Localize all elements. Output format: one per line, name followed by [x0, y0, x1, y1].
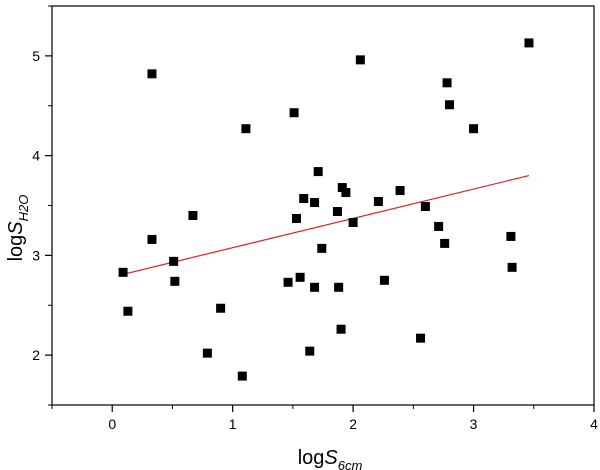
y-tick-label: 4: [32, 148, 40, 164]
data-point: [332, 206, 342, 216]
data-point: [469, 124, 479, 134]
data-point: [317, 243, 327, 253]
data-point: [305, 346, 315, 356]
data-point: [506, 231, 516, 241]
data-point: [169, 256, 179, 266]
data-point: [420, 201, 430, 211]
data-point: [348, 217, 358, 227]
fit-line: [122, 174, 530, 275]
data-point: [216, 303, 226, 313]
y-tick-label: 2: [32, 347, 40, 363]
y-axis-label-prefix: log: [5, 235, 27, 262]
data-point: [188, 210, 198, 220]
data-point: [170, 276, 180, 286]
data-point: [295, 272, 305, 282]
data-point: [440, 238, 450, 248]
y-tick-label: 5: [32, 48, 40, 64]
data-point: [395, 186, 405, 196]
y-axis-label-symbol: S: [5, 221, 27, 235]
data-point: [355, 55, 365, 65]
data-point: [373, 197, 383, 207]
data-point: [299, 194, 309, 204]
data-point: [444, 100, 454, 110]
data-point: [147, 234, 157, 244]
data-point: [379, 275, 389, 285]
data-point: [336, 324, 346, 334]
data-point: [416, 333, 426, 343]
x-tick-label: 2: [349, 416, 357, 432]
fit-line-group: [122, 174, 530, 275]
data-point: [341, 188, 351, 198]
data-point: [283, 277, 293, 287]
data-point: [507, 262, 517, 272]
data-point: [434, 221, 444, 231]
data-points: [118, 38, 534, 381]
x-tick-label: 1: [229, 416, 237, 432]
data-point: [147, 69, 157, 79]
data-point: [442, 78, 452, 88]
y-tick-label: 3: [32, 247, 40, 263]
data-point: [310, 282, 320, 292]
data-point: [123, 306, 133, 316]
data-point: [334, 282, 344, 292]
y-axis-label: logSH2O: [5, 195, 31, 262]
x-tick-label: 4: [590, 416, 598, 432]
data-point: [292, 213, 302, 223]
y-axis-label-subscript: H2O: [16, 195, 31, 222]
data-point: [118, 267, 128, 277]
plot-axes: 0 1 2 3 4 2 3 4 5: [32, 5, 598, 432]
data-point: [237, 371, 247, 381]
x-axis-label-symbol: S: [324, 447, 338, 469]
data-point: [313, 167, 323, 177]
data-point: [337, 183, 347, 193]
x-axis-label: logS6cm: [298, 447, 363, 470]
data-point: [241, 124, 251, 134]
data-point: [202, 348, 212, 358]
data-point: [524, 38, 534, 48]
x-axis-label-subscript: 6cm: [338, 458, 363, 470]
data-point: [289, 108, 299, 118]
x-tick-label: 3: [470, 416, 478, 432]
data-point: [310, 198, 320, 208]
x-tick-label: 0: [108, 416, 116, 432]
x-axis-label-prefix: log: [298, 447, 325, 469]
